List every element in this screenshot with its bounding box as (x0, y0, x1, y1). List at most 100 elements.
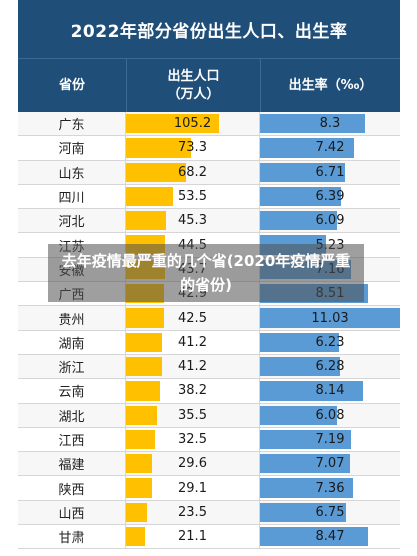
rate-bar (260, 308, 400, 328)
rate-cell: 7.36 (260, 476, 400, 499)
rate-cell: 7.07 (260, 452, 400, 475)
births-cell: 53.5 (126, 184, 260, 209)
table-row: 浙江 41.2 6.28 (18, 354, 400, 380)
rate-bar (260, 114, 366, 134)
rate-bar (260, 332, 340, 352)
rate-cell: 6.39 (260, 185, 400, 208)
births-cell: 42.5 (126, 306, 260, 330)
header-province: 省份 (58, 77, 85, 93)
births-bar (126, 527, 145, 547)
header-births-line2: （万人） (167, 86, 220, 102)
rate-bar (260, 162, 346, 182)
births-value: 73.3 (178, 140, 207, 156)
births-value: 35.5 (178, 407, 207, 423)
births-bar (126, 405, 158, 425)
rate-cell: 6.08 (260, 404, 400, 427)
births-cell: 35.5 (126, 403, 260, 427)
births-cell: 38.2 (126, 379, 260, 403)
births-bar (126, 114, 220, 134)
province-cell: 山东 (18, 160, 126, 184)
province-cell: 河南 (18, 136, 126, 160)
table-row: 四川 53.5 6.39 (18, 184, 400, 210)
province-cell: 贵州 (18, 306, 126, 330)
rate-bar (260, 478, 354, 498)
rate-cell: 6.23 (260, 331, 400, 354)
rate-cell: 8.47 (260, 525, 400, 548)
births-value: 38.2 (178, 383, 207, 399)
births-cell: 32.5 (126, 427, 260, 452)
table-row: 山西 23.5 6.75 (18, 500, 400, 526)
rate-bar (260, 502, 346, 523)
births-bar (126, 502, 147, 523)
births-value: 21.1 (178, 529, 207, 545)
province-cell: 广东 (18, 112, 126, 136)
rate-cell: 8.14 (260, 379, 400, 402)
province-cell: 甘肃 (18, 525, 126, 549)
rate-bar (260, 211, 338, 231)
header-rate: 出生率（‰） (260, 59, 400, 112)
births-cell: 105.2 (126, 112, 260, 136)
rate-value: 6.39 (315, 189, 345, 205)
rate-value: 7.19 (315, 432, 345, 447)
births-bar (126, 429, 155, 450)
rate-value: 7.07 (315, 456, 345, 472)
rate-value: 8.47 (315, 529, 345, 545)
rate-value: 7.42 (315, 140, 345, 156)
table-row: 河北 45.3 6.09 (18, 209, 400, 234)
province-cell: 四川 (18, 184, 126, 209)
table-row: 湖北 35.5 6.08 (18, 403, 400, 428)
rate-bar (260, 454, 350, 474)
province-cell: 山西 (18, 500, 126, 525)
rate-bar (260, 527, 368, 547)
births-bar (126, 162, 187, 182)
rate-cell: 11.03 (260, 306, 400, 329)
births-bar (126, 138, 191, 158)
table-row: 江西 32.5 7.19 (18, 427, 400, 453)
rate-bar (260, 356, 340, 377)
rate-value: 7.36 (315, 480, 345, 496)
rate-cell: 7.19 (260, 428, 400, 451)
rate-value: 6.71 (315, 164, 345, 180)
table-row: 河南 73.3 7.42 (18, 136, 400, 161)
table-row: 陕西 29.1 7.36 (18, 476, 400, 501)
births-bar (126, 381, 160, 401)
births-value: 68.2 (178, 164, 207, 180)
province-cell: 湖北 (18, 403, 126, 427)
births-cell: 21.1 (126, 525, 260, 549)
province-cell: 河北 (18, 209, 126, 233)
rate-cell: 7.42 (260, 136, 400, 159)
province-cell: 陕西 (18, 476, 126, 500)
rate-cell: 6.75 (260, 501, 400, 524)
header-births-line1: 出生人口 (167, 68, 220, 84)
table-row: 云南 38.2 8.14 (18, 379, 400, 404)
rate-value: 8.3 (319, 116, 341, 132)
births-bar (126, 478, 152, 498)
rate-value: 11.03 (311, 310, 349, 326)
rate-bar (260, 138, 355, 158)
province-cell: 云南 (18, 379, 126, 403)
births-value: 105.2 (173, 116, 212, 132)
table-row: 甘肃 21.1 8.47 (18, 525, 400, 550)
births-value: 41.2 (178, 359, 207, 375)
table-row: 山东 68.2 6.71 (18, 160, 400, 185)
caption-overlay: 去年疫情最严重的几个省(2020年疫情严重的省份) (48, 244, 364, 302)
rate-bar (260, 186, 342, 207)
table-header: 省份 出生人口 （万人） 出生率（‰） (18, 58, 400, 112)
rate-bar (260, 405, 338, 425)
table-row: 湖南 41.2 6.23 (18, 330, 400, 355)
rate-cell: 6.28 (260, 355, 400, 378)
rate-bar (260, 429, 352, 450)
table-row: 福建 29.6 7.07 (18, 452, 400, 477)
header-births: 出生人口 （万人） (126, 59, 260, 112)
births-value: 29.1 (178, 480, 207, 496)
table-row: 广东 105.2 8.3 (18, 112, 400, 137)
rate-value: 6.23 (315, 334, 345, 350)
births-value: 53.5 (178, 189, 207, 205)
province-cell: 福建 (18, 452, 126, 476)
births-bar (126, 308, 164, 328)
rate-cell: 8.3 (260, 112, 400, 135)
province-cell: 江西 (18, 427, 126, 452)
rate-value: 8.14 (315, 383, 345, 399)
province-cell: 浙江 (18, 354, 126, 379)
rate-value: 6.28 (315, 359, 345, 375)
